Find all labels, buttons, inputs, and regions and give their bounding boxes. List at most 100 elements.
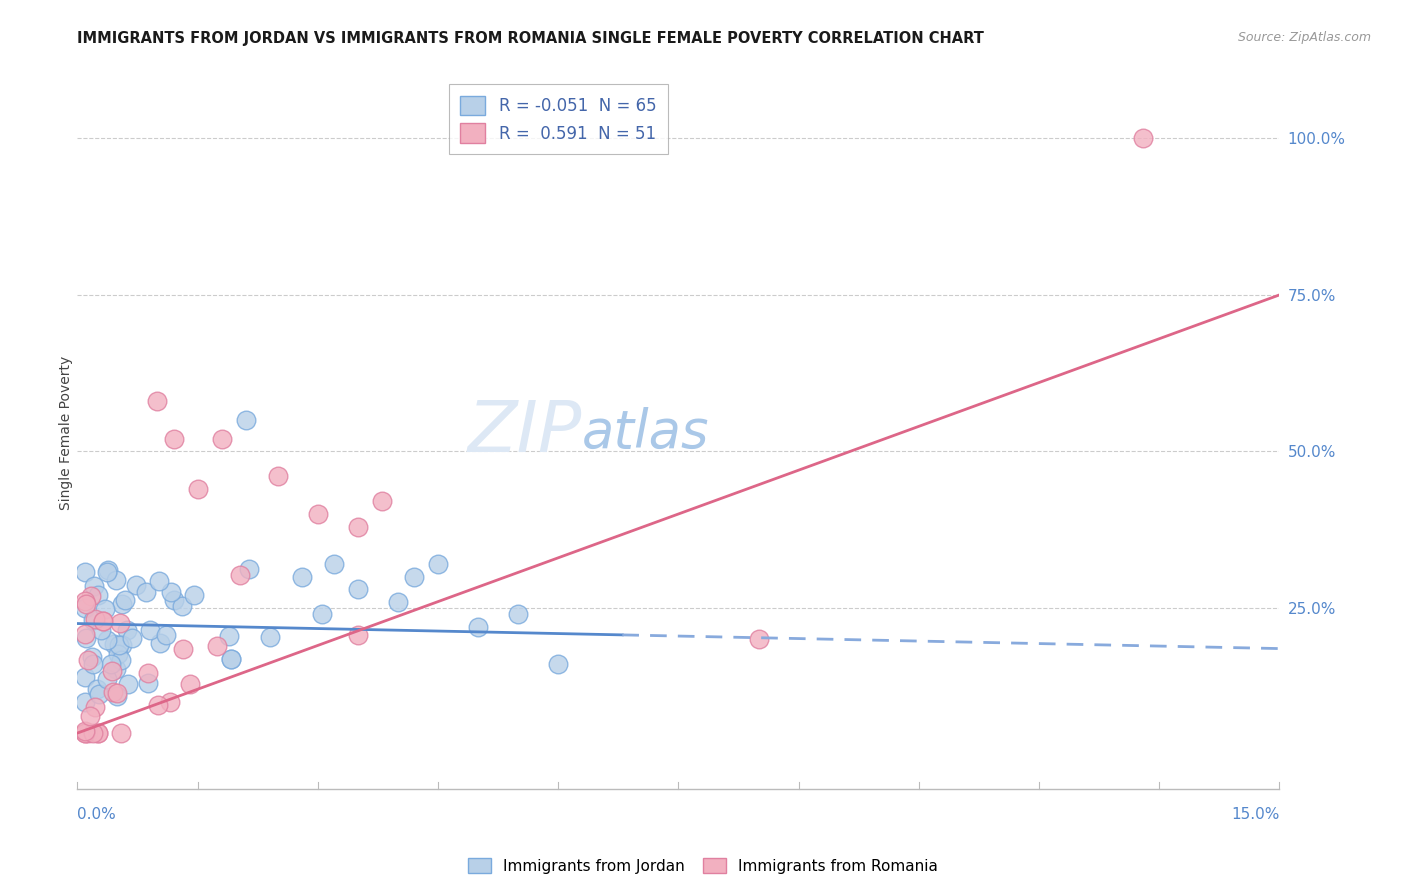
Point (87, 588, 110, 602)
Point (748, 632, 770, 647)
Point (187, 482, 209, 496)
Point (90, 623, 112, 637)
Point (139, 623, 162, 637)
Point (155, 628, 177, 642)
Point (219, 652, 242, 666)
Point (107, 648, 129, 662)
Point (76, 653, 98, 667)
Point (75, 670, 97, 684)
Point (82, 613, 104, 627)
Point (103, 637, 125, 651)
Point (114, 592, 136, 607)
Text: Source: ZipAtlas.com: Source: ZipAtlas.com (1237, 31, 1371, 45)
Point (91, 614, 114, 628)
Point (322, 557, 344, 571)
Point (371, 494, 394, 508)
Point (96, 633, 118, 648)
Point (402, 569, 425, 583)
Point (1132, 131, 1154, 145)
Point (508, 607, 530, 622)
Point (83, 699, 105, 714)
Point (307, 507, 329, 521)
Point (101, 665, 124, 679)
Point (467, 620, 489, 634)
Point (221, 652, 243, 666)
Point (136, 665, 159, 680)
Point (96, 566, 118, 580)
Point (100, 657, 122, 671)
Legend: Immigrants from Jordan, Immigrants from Romania: Immigrants from Jordan, Immigrants from … (461, 852, 945, 880)
Point (87, 688, 110, 702)
Text: atlas: atlas (582, 407, 710, 458)
Point (110, 726, 132, 740)
Point (96, 672, 118, 686)
Point (104, 662, 127, 676)
Point (347, 628, 370, 642)
Point (235, 413, 257, 427)
Point (75, 565, 97, 579)
Point (84, 612, 107, 626)
Point (218, 629, 240, 643)
Point (211, 432, 233, 446)
Point (108, 615, 131, 630)
Point (159, 695, 181, 709)
Point (135, 584, 157, 599)
Point (347, 582, 370, 596)
Point (82, 726, 104, 740)
Point (162, 432, 184, 446)
Point (115, 623, 138, 637)
Point (387, 594, 409, 608)
Point (183, 588, 205, 602)
Point (75, 695, 97, 709)
Point (148, 574, 170, 589)
Point (75, 724, 97, 739)
Point (259, 630, 281, 644)
Point (121, 632, 143, 646)
Point (82, 657, 104, 672)
Point (347, 519, 370, 533)
Point (75, 593, 97, 607)
Point (83, 579, 105, 593)
Point (238, 562, 260, 576)
Point (94, 602, 117, 616)
Point (111, 638, 134, 652)
Point (207, 640, 229, 654)
Point (170, 599, 193, 613)
Point (93, 614, 115, 628)
Point (125, 578, 148, 592)
Point (75, 726, 97, 740)
Point (86, 726, 108, 740)
Point (146, 698, 169, 712)
Point (110, 653, 132, 667)
Point (75, 600, 97, 615)
Point (267, 469, 290, 483)
Legend: R = -0.051  N = 65, R =  0.591  N = 51: R = -0.051 N = 65, R = 0.591 N = 51 (449, 84, 668, 154)
Point (427, 557, 450, 571)
Point (149, 636, 172, 650)
Point (179, 677, 201, 691)
Point (103, 685, 125, 699)
Point (75, 726, 97, 740)
Text: ZIP: ZIP (468, 398, 582, 467)
Point (108, 638, 131, 652)
Point (79, 708, 101, 723)
Text: 0.0%: 0.0% (77, 807, 117, 822)
Point (80, 650, 103, 665)
Point (136, 676, 159, 690)
Point (311, 607, 333, 622)
Point (105, 686, 128, 700)
Point (86, 682, 108, 697)
Point (229, 568, 252, 582)
Point (160, 585, 183, 599)
Y-axis label: Single Female Poverty: Single Female Poverty (59, 356, 73, 509)
Point (105, 689, 128, 703)
Point (547, 657, 569, 672)
Point (146, 394, 169, 409)
Point (77, 726, 100, 740)
Point (163, 592, 186, 607)
Point (172, 642, 194, 657)
Point (79, 590, 101, 604)
Point (291, 569, 314, 583)
Point (87, 726, 110, 740)
Point (75, 597, 97, 611)
